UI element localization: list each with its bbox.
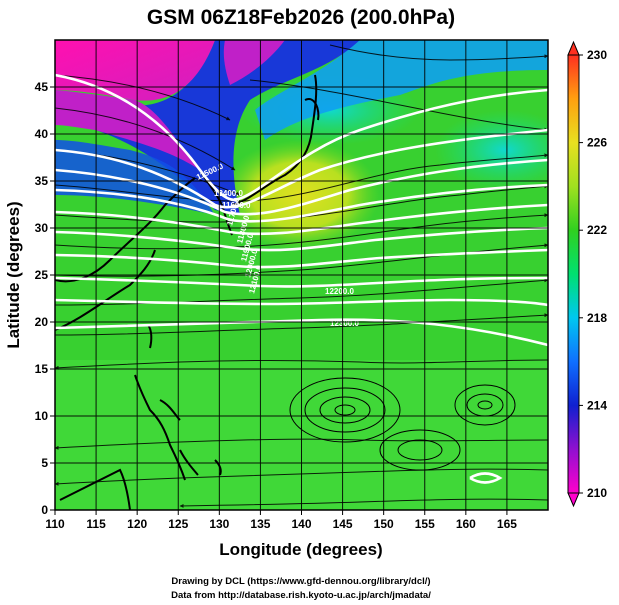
colorbar: 210 214 218 222 226 230 (567, 40, 607, 508)
x-tick-label: 140 (291, 517, 311, 531)
y-tick-label: 30 (35, 221, 49, 235)
y-tick-label: 5 (41, 456, 48, 470)
x-tick-label: 115 (86, 517, 106, 531)
x-axis-ticks: 110 115 120 125 130 135 140 145 150 155 160 165 (45, 510, 517, 531)
streamlines (55, 44, 548, 508)
contour-label: 12200.0 (325, 287, 354, 296)
colorbar-top-cap (567, 40, 580, 56)
y-tick-label: 0 (41, 503, 48, 517)
contour-line (55, 158, 548, 216)
x-tick-label: 165 (497, 517, 517, 531)
y-tick-label: 45 (35, 80, 49, 94)
contour-line (55, 183, 548, 223)
colorbar-tick-label: 226 (587, 136, 607, 150)
credit-drawing: Drawing by DCL (https://www.gfd-dennou.o… (171, 576, 430, 587)
field-cyan-east (435, 110, 548, 190)
colorbar-bottom-cap (567, 492, 580, 508)
lat-lon-grid (55, 40, 548, 510)
contour-line (55, 276, 548, 288)
contour-label: 12400.0 (214, 189, 243, 198)
contour-line (55, 248, 548, 269)
y-tick-label: 20 (35, 315, 49, 329)
contour-line (55, 128, 548, 209)
x-tick-label: 160 (456, 517, 476, 531)
colorbar-tick-label: 214 (587, 398, 607, 412)
x-tick-label: 110 (45, 517, 65, 531)
field-magenta-nw-lower (55, 90, 200, 170)
x-tick-label: 130 (209, 517, 229, 531)
y-tick-label: 25 (35, 268, 49, 282)
colorbar-tick-label: 210 (587, 486, 607, 500)
y-axis-ticks: 0 5 10 15 20 25 30 35 40 45 (35, 80, 55, 517)
figure-title: GSM 06Z18Feb2026 (200.0hPa) (147, 6, 455, 29)
x-tick-label: 125 (168, 517, 188, 531)
colorbar-tick-label: 222 (587, 223, 607, 237)
vortex-center (289, 377, 401, 443)
x-tick-label: 135 (250, 517, 270, 531)
colorbar-gradient (567, 54, 580, 494)
y-tick-label: 15 (35, 362, 49, 376)
field-magenta-north (223, 40, 285, 85)
x-axis-label: Longitude (degrees) (219, 540, 382, 559)
contour-line (55, 203, 548, 236)
y-tick-label: 35 (35, 174, 49, 188)
x-tick-label: 155 (415, 517, 435, 531)
x-tick-label: 145 (333, 517, 353, 531)
field-blue-band (55, 40, 360, 215)
y-axis-label: Latitude (degrees) (4, 201, 23, 348)
field-lightblue-band (255, 40, 548, 140)
contour-label: 12300.0 (330, 319, 359, 328)
contour-label: 11600.0 (222, 201, 251, 210)
plot-area: 11500.0 11600.0 11700.0 11800.0 11900.0 … (55, 40, 548, 510)
colorbar-ticks: 210 214 218 222 226 230 (579, 48, 607, 500)
y-tick-label: 40 (35, 127, 49, 141)
colorbar-tick-label: 218 (587, 311, 607, 325)
contour-line (55, 73, 548, 202)
contour-line (55, 318, 548, 347)
contour-line (469, 472, 503, 484)
x-tick-label: 120 (127, 517, 147, 531)
credit-data: Data from http://database.rish.kyoto-u.a… (171, 590, 431, 601)
contour-line (55, 298, 548, 307)
y-tick-label: 10 (35, 409, 49, 423)
x-tick-label: 150 (374, 517, 394, 531)
colorbar-tick-label: 230 (587, 48, 607, 62)
vortex-southeast (379, 429, 461, 471)
